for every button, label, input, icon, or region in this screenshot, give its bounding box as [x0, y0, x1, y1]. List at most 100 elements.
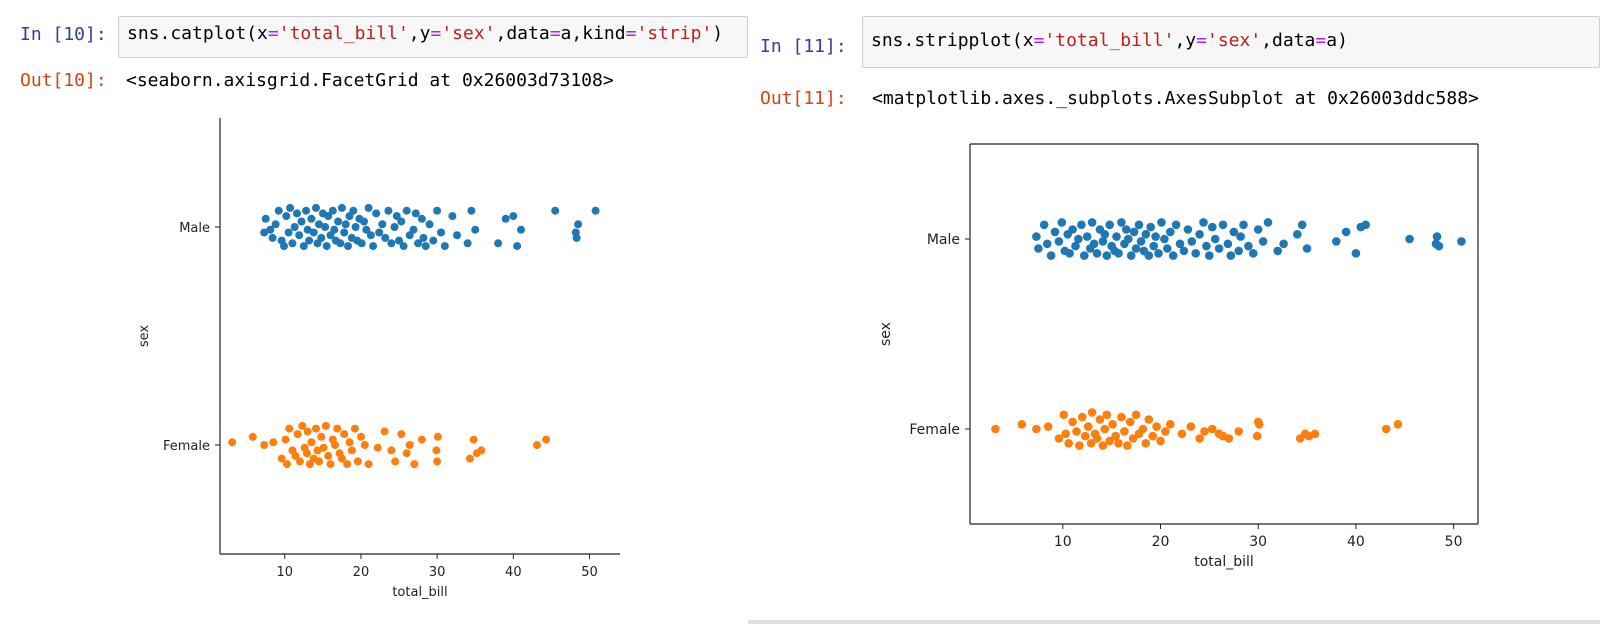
point-female: [269, 438, 278, 447]
point-female: [333, 424, 342, 433]
x-tick-label: 50: [1445, 534, 1463, 550]
x-tick-label: 20: [1152, 534, 1170, 550]
point-female: [353, 457, 362, 466]
point-female: [1148, 431, 1157, 441]
code-close: ): [712, 23, 724, 44]
x-tick-label: 10: [1054, 534, 1072, 550]
point-male: [1071, 241, 1080, 251]
point-female: [1161, 427, 1170, 436]
point-male: [390, 223, 399, 231]
cell-11-out-prompt: Out[11]:: [760, 88, 847, 109]
point-female: [285, 424, 294, 433]
code-kw: y: [1185, 30, 1197, 51]
point-male: [372, 209, 381, 218]
point-male: [1199, 218, 1208, 227]
point-female: [1252, 431, 1262, 441]
cell-11-code-editor[interactable]: sns.stripplot(x='total_bill',y='sex',dat…: [862, 16, 1600, 68]
point-male: [574, 220, 583, 229]
point-male: [297, 217, 306, 226]
point-male: [1122, 225, 1131, 234]
cell-10-in-prompt: In [10]:: [20, 24, 107, 45]
point-female: [410, 460, 419, 469]
point-female: [1032, 424, 1041, 434]
point-male: [337, 203, 346, 212]
point-female: [1138, 424, 1148, 434]
point-male: [274, 206, 283, 215]
point-male: [1168, 251, 1178, 260]
point-female: [228, 438, 237, 447]
point-male: [1229, 227, 1239, 237]
point-male: [336, 239, 345, 248]
point-male: [369, 242, 378, 251]
point-male: [1129, 227, 1139, 237]
point-female: [1078, 412, 1087, 422]
point-male: [1195, 230, 1204, 239]
point-male: [429, 236, 438, 245]
point-male: [1239, 220, 1248, 230]
point-male: [1057, 218, 1067, 227]
point-female: [277, 454, 286, 463]
point-female: [1017, 420, 1027, 429]
point-female: [433, 432, 442, 441]
point-female: [326, 460, 335, 469]
point-female: [1310, 429, 1320, 439]
point-male: [1102, 251, 1112, 260]
point-male: [280, 242, 288, 251]
point-female: [1393, 420, 1403, 429]
point-female: [1043, 422, 1053, 431]
point-male: [1279, 239, 1288, 249]
point-female: [1381, 424, 1391, 434]
point-male: [261, 214, 270, 223]
point-male: [1187, 237, 1197, 246]
point-female: [319, 443, 328, 452]
point-male: [1160, 234, 1169, 244]
point-female: [1075, 441, 1084, 450]
point-female: [350, 424, 359, 433]
catplot-strip-chart: 10 20 30 40 50 Male Female total_bill sex: [137, 118, 620, 600]
point-male: [1065, 249, 1074, 258]
point-female: [281, 435, 290, 444]
point-female: [1086, 439, 1096, 448]
point-female: [313, 446, 322, 455]
point-male: [1151, 232, 1160, 241]
point-female: [1098, 441, 1108, 450]
stripplot-chart: 10 20 30 40 50 Male Female total_bill sex: [878, 143, 1479, 570]
point-male: [399, 242, 408, 251]
point-male: [392, 212, 401, 221]
point-male: [1154, 249, 1163, 258]
point-female: [283, 460, 291, 469]
point-male: [448, 212, 457, 221]
point-male: [268, 233, 277, 242]
point-female: [360, 441, 369, 449]
point-male: [572, 233, 581, 242]
point-female: [1072, 427, 1081, 436]
point-male: [591, 206, 600, 215]
code-eq: =: [267, 23, 279, 44]
point-female: [302, 449, 311, 458]
point-female: [1131, 410, 1141, 420]
code-val: a: [560, 23, 572, 44]
point-male: [1082, 232, 1092, 241]
point-male: [1054, 237, 1064, 246]
point-male: [381, 233, 390, 242]
point-female: [432, 446, 441, 455]
point-male: [1074, 234, 1083, 244]
point-male: [1434, 241, 1444, 251]
code-fn: sns.catplot(: [127, 23, 258, 44]
point-male: [1112, 232, 1121, 241]
point-male: [315, 220, 323, 229]
point-male: [1114, 249, 1123, 258]
point-female: [1092, 434, 1102, 443]
code-comma: ,: [408, 23, 420, 44]
point-male: [467, 206, 476, 215]
y-tick-label-female: Female: [909, 422, 960, 438]
cell-10-code-editor[interactable]: sns.catplot(x='total_bill',y='sex',data=…: [118, 16, 748, 58]
y-tick-label-female: Female: [163, 439, 210, 454]
point-male: [302, 206, 311, 215]
point-male: [1149, 241, 1158, 251]
point-male: [307, 214, 316, 223]
y-axis-label: sex: [878, 322, 894, 346]
point-male: [397, 217, 406, 226]
x-axis-label: total_bill: [1194, 554, 1254, 570]
point-female: [465, 454, 474, 463]
